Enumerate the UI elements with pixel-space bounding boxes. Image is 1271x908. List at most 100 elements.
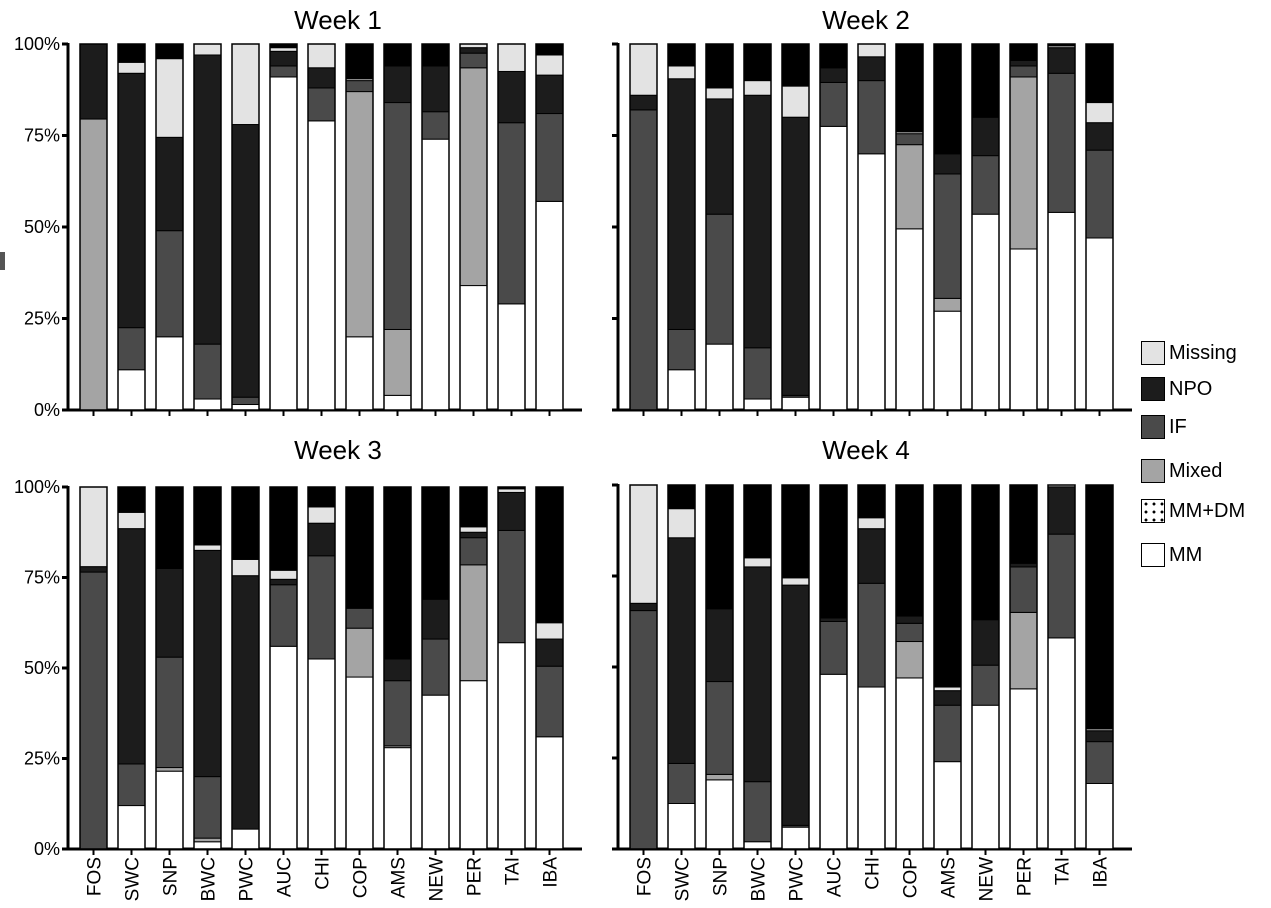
segment-npo — [79, 43, 108, 120]
legend-item-if: IF — [1141, 412, 1187, 442]
segment-mm — [781, 396, 810, 411]
bar-fos — [79, 43, 108, 411]
segment-missing — [535, 622, 564, 640]
x-tick-label: SNP — [711, 857, 732, 896]
bar-outline — [857, 43, 886, 411]
bar-tai — [1047, 43, 1076, 411]
bar-chi — [857, 43, 886, 411]
bar-outline — [781, 43, 810, 411]
segment-mm — [535, 736, 564, 850]
bar-outline — [971, 484, 1000, 850]
bar-fos — [79, 486, 108, 850]
segment-missing — [269, 569, 298, 580]
segment-if — [857, 582, 886, 688]
segment-npo — [667, 78, 696, 330]
segment-npo — [497, 491, 526, 531]
segment-if — [307, 555, 336, 660]
segment-mixed — [895, 641, 924, 679]
segment-missing — [933, 686, 962, 692]
segment-if — [705, 681, 734, 775]
panel-title: Week 3 — [294, 435, 382, 465]
segment-npo — [307, 67, 336, 89]
segment-npo — [193, 549, 222, 778]
y-tick-label: 100% — [14, 477, 60, 497]
segment-if — [155, 656, 184, 769]
segment-missing — [743, 557, 772, 568]
x-tick-label: AMS — [389, 857, 410, 898]
segment-undefined — [971, 484, 1000, 621]
legend-item-npo: NPO — [1141, 374, 1212, 404]
segment-if — [193, 343, 222, 400]
x-tick-label: NEW — [427, 857, 448, 901]
panel-title: Week 4 — [822, 435, 910, 465]
bar-snp — [155, 486, 184, 850]
segment-npo — [629, 94, 658, 111]
x-tick-label: BWC — [749, 857, 770, 901]
bar-outline — [535, 486, 564, 850]
segment-missing — [535, 54, 564, 76]
legend-label-if: IF — [1169, 415, 1187, 438]
segment-npo — [705, 98, 734, 215]
bar-outline — [857, 484, 886, 850]
x-tick-label: FOS — [635, 857, 656, 896]
bar-ams — [933, 43, 962, 411]
x-tick-label: PWC — [787, 857, 808, 901]
bar-new — [421, 43, 450, 411]
segment-missing — [269, 47, 298, 52]
segment-npo — [497, 70, 526, 124]
bar-outline — [535, 43, 564, 411]
bar-outline — [79, 43, 108, 411]
segment-undefined — [667, 484, 696, 510]
y-tick-label: 50% — [24, 658, 60, 678]
bar-pwc — [781, 43, 810, 411]
segment-if — [629, 109, 658, 411]
bar-outline — [421, 43, 450, 411]
segment-undefined — [743, 484, 772, 559]
segment-npo — [667, 537, 696, 764]
bar-chi — [307, 486, 336, 850]
bar-outline — [231, 486, 260, 850]
segment-if — [971, 664, 1000, 706]
segment-undefined — [117, 43, 146, 63]
segment-undefined — [421, 486, 450, 600]
bar-outline — [117, 486, 146, 850]
bar-pwc — [231, 43, 260, 411]
segment-undefined — [781, 43, 810, 87]
segment-mm — [193, 841, 222, 850]
x-tick-label: NEW — [977, 857, 998, 901]
segment-npo — [421, 65, 450, 113]
segment-undefined — [459, 486, 488, 528]
segment-if — [819, 81, 848, 127]
segment-npo — [819, 67, 848, 83]
x-tick-label: AUC — [275, 857, 296, 897]
segment-undefined — [705, 43, 734, 89]
segment-undefined — [269, 486, 298, 571]
bar-outline — [819, 43, 848, 411]
segment-mm — [1047, 637, 1076, 850]
x-tick-label: AUC — [825, 857, 846, 897]
segment-mixed — [1009, 76, 1038, 250]
segment-if — [79, 571, 108, 850]
segment-mixed — [345, 627, 374, 678]
segment-npo — [459, 47, 488, 54]
segment-npo — [117, 72, 146, 329]
bar-cop — [895, 43, 924, 411]
segment-undefined — [971, 43, 1000, 118]
segment-mixed — [193, 837, 222, 843]
segment-mm — [819, 673, 848, 850]
segment-mm — [193, 398, 222, 411]
segment-missing — [459, 526, 488, 533]
legend-swatch-mixed — [1141, 459, 1165, 483]
segment-if — [497, 529, 526, 644]
segment-npo — [383, 658, 412, 682]
y-tick-label: 100% — [14, 34, 60, 54]
bar-outline — [1009, 484, 1038, 850]
bar-outline — [667, 43, 696, 411]
legend-label-mm: MM — [1169, 543, 1203, 566]
segment-undefined — [345, 486, 374, 609]
segment-undefined — [307, 486, 336, 508]
segment-if — [1047, 72, 1076, 213]
segment-missing — [781, 577, 810, 586]
bar-iba — [1085, 43, 1114, 411]
segment-mm — [459, 285, 488, 411]
